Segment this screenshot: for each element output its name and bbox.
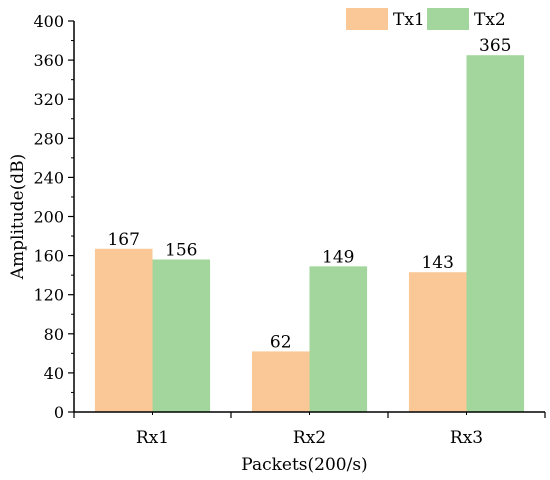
legend-swatch-tx1 <box>346 8 388 30</box>
x-ticks-group: Rx1 Rx2 Rx3 <box>73 412 546 448</box>
bar-tx1-rx2 <box>251 351 310 412</box>
bar-tx2-rx1 <box>152 259 211 412</box>
bar-tx2-rx2 <box>309 266 368 412</box>
y-axis-title: Amplitude(dB) <box>8 154 28 281</box>
x-category-label: Rx1 <box>136 428 169 448</box>
x-axis-title: Packets(200/s) <box>241 455 367 475</box>
y-tick-label: 160 <box>33 247 64 266</box>
y-tick-label: 200 <box>33 208 64 227</box>
y-tick-label: 400 <box>33 12 64 31</box>
data-label-tx1-rx1: 167 <box>107 230 139 250</box>
legend-label-tx1: Tx1 <box>393 10 425 30</box>
data-labels-group: 167 62 143 156 149 365 <box>107 36 511 352</box>
y-tick-label: 360 <box>33 51 64 70</box>
bars-group <box>94 55 525 413</box>
y-tick-label: 0 <box>54 403 64 422</box>
data-label-tx2-rx1: 156 <box>165 241 197 261</box>
y-tick-label: 120 <box>33 286 64 305</box>
data-label-tx2-rx3: 365 <box>479 36 511 56</box>
data-label-tx1-rx3: 143 <box>421 253 453 273</box>
y-tick-label: 40 <box>44 364 64 383</box>
y-tick-label: 80 <box>44 325 64 344</box>
x-category-label: Rx3 <box>450 428 483 448</box>
y-tick-label: 240 <box>33 168 64 187</box>
legend-swatch-tx2 <box>427 8 469 30</box>
bar-tx1-rx1 <box>94 248 153 412</box>
bar-tx2-rx3 <box>466 55 525 413</box>
x-category-label: Rx2 <box>293 428 326 448</box>
y-tick-label: 280 <box>33 129 64 148</box>
bar-tx1-rx3 <box>408 272 467 412</box>
data-label-tx1-rx2: 62 <box>270 332 292 352</box>
y-ticks-group: 0 40 80 120 160 200 240 280 320 360 400 <box>33 12 74 422</box>
data-label-tx2-rx2: 149 <box>322 247 354 267</box>
legend-label-tx2: Tx2 <box>474 10 506 30</box>
y-tick-label: 320 <box>33 90 64 109</box>
legend: Tx1 Tx2 <box>346 8 506 30</box>
